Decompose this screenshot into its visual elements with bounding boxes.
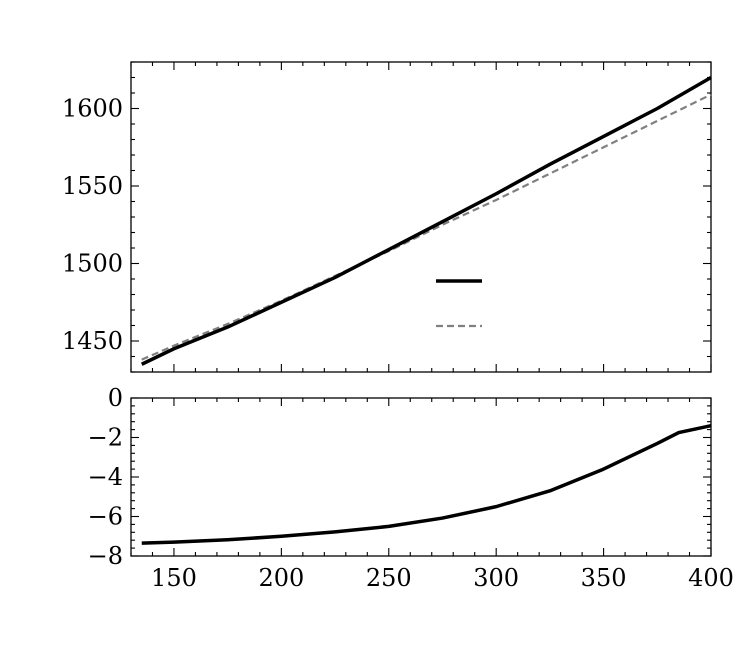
top-y-tick-label: 1600 [62,95,123,123]
bottom-y-tick-label: −8 [88,542,123,570]
bottom-y-tick-label: −2 [88,424,123,452]
bottom-y-tick-label: −4 [88,463,123,491]
top-series-threshold-line [141,93,712,361]
bottom-panel: 150 200 250 300 350 400 −8 −6 −4 −2 0 [88,384,734,592]
x-tick-label: 350 [581,564,627,592]
bottom-series-resonance-line [141,423,712,545]
x-tick-label: 300 [473,564,519,592]
x-tick-label: 150 [151,564,197,592]
top-y-tick-label: 1550 [62,172,123,200]
legend [436,279,482,328]
top-panel: 1450 1500 1550 1600 [62,61,712,373]
top-axes-frame [130,61,712,373]
bottom-y-tick-label: −6 [88,503,123,531]
top-series-resonance-line [140,75,712,366]
bottom-y-tick-label: 0 [108,384,123,412]
x-tick-label: 200 [258,564,304,592]
top-y-tick-label: 1450 [62,327,123,355]
bottom-axes-frame [130,397,712,557]
top-y-tick-label: 1500 [62,250,123,278]
x-tick-label: 400 [688,564,734,592]
x-tick-label: 250 [366,564,412,592]
